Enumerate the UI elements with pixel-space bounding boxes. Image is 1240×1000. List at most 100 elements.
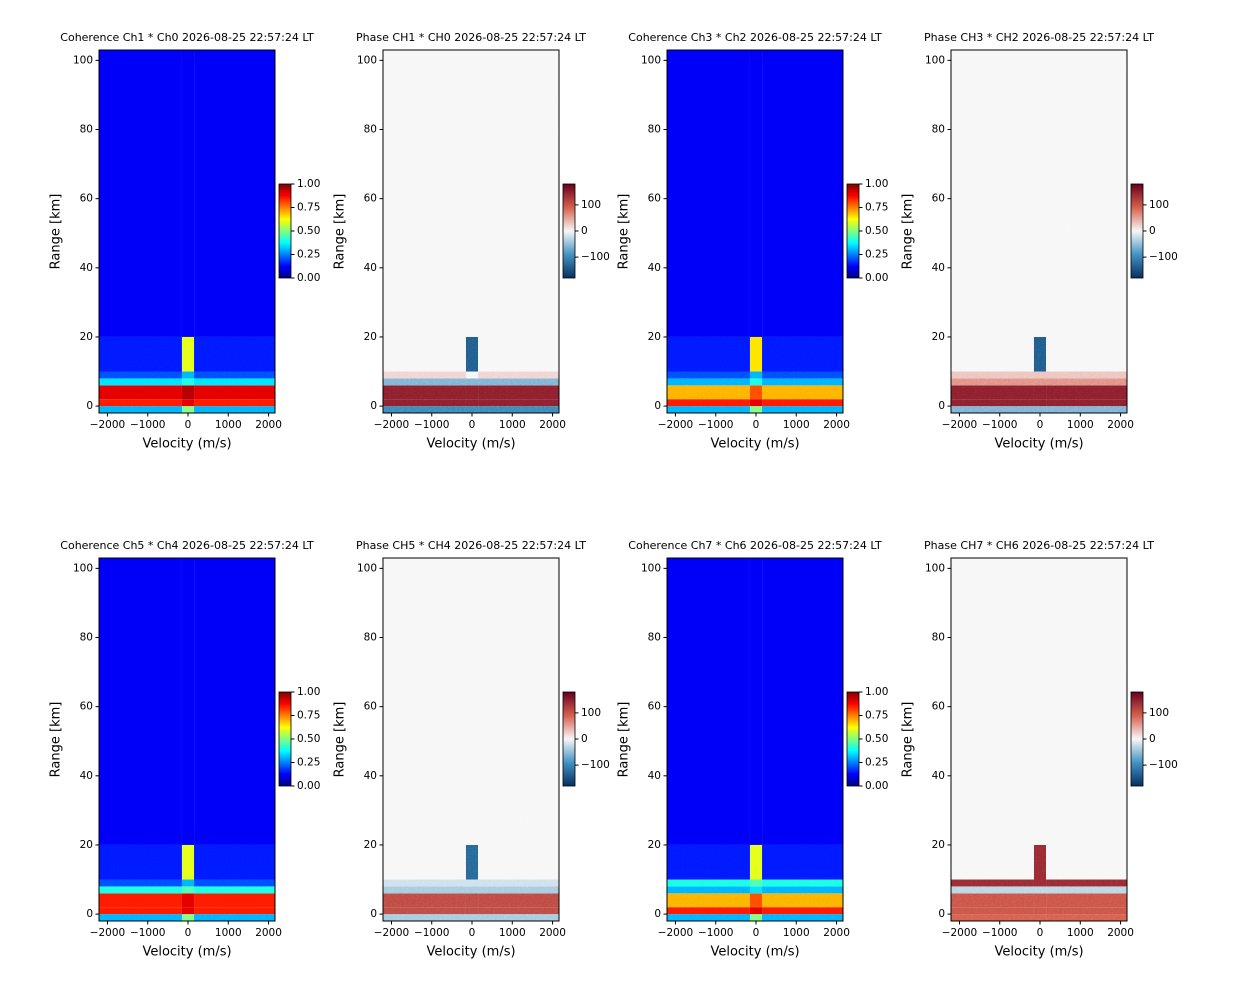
colorbar-tick-label: 0.00	[297, 272, 320, 284]
x-axis-label: Velocity (m/s)	[142, 437, 231, 452]
y-axis-label: Range [km]	[901, 702, 916, 778]
y-axis-label: Range [km]	[49, 702, 64, 778]
x-axis-label: Velocity (m/s)	[710, 945, 799, 960]
y-tick-label: 0	[370, 908, 377, 920]
noise-texture	[667, 558, 843, 921]
y-tick-label: 0	[370, 400, 377, 412]
colorbar-tick-label: 1.00	[865, 686, 888, 698]
x-tick-label: −2000	[942, 927, 978, 939]
y-tick-label: 80	[648, 124, 661, 136]
x-axis-label: Velocity (m/s)	[994, 437, 1083, 452]
colorbar-tick-label: 0.25	[865, 249, 888, 261]
y-tick-label: 20	[648, 331, 661, 343]
colorbar-tick-label: 0.75	[297, 202, 320, 214]
x-tick-label: −1000	[698, 927, 734, 939]
x-tick-label: −2000	[374, 927, 410, 939]
x-tick-label: 0	[185, 419, 192, 431]
y-tick-label: 80	[932, 124, 945, 136]
y-tick-label: 40	[648, 262, 661, 274]
y-tick-label: 100	[73, 54, 93, 66]
noise-texture	[667, 50, 843, 413]
colorbar-tick-label: 0	[1149, 733, 1156, 745]
x-tick-label: 1000	[215, 419, 242, 431]
colorbar	[846, 691, 860, 787]
y-tick-label: 40	[80, 770, 93, 782]
y-tick-label: 60	[80, 701, 93, 713]
y-tick-label: 40	[932, 262, 945, 274]
colorbar	[562, 691, 576, 787]
colorbar-tick-label: 0.50	[865, 225, 888, 237]
x-tick-label: −1000	[982, 419, 1018, 431]
colorbar-tick-label: 100	[1149, 707, 1169, 719]
x-axis-label: Velocity (m/s)	[710, 437, 799, 452]
x-tick-label: 1000	[499, 927, 526, 939]
chart-title: Phase CH3 * CH2 2026-08-25 22:57:24 LT	[924, 31, 1154, 44]
colorbar-tick-label: 0.50	[297, 225, 320, 237]
axes-frame	[950, 557, 1128, 922]
colorbar-tick-label: 0.00	[865, 272, 888, 284]
colorbar	[846, 183, 860, 279]
y-tick-label: 20	[80, 331, 93, 343]
x-tick-label: −1000	[982, 927, 1018, 939]
colorbar	[562, 183, 576, 279]
x-axis-label: Velocity (m/s)	[142, 945, 231, 960]
y-tick-label: 20	[364, 331, 377, 343]
x-tick-label: −2000	[90, 419, 126, 431]
y-tick-label: 20	[648, 839, 661, 851]
noise-texture	[383, 50, 559, 413]
colorbar-tick-label: 100	[581, 707, 601, 719]
x-tick-label: 0	[469, 419, 476, 431]
chart-title: Coherence Ch7 * Ch6 2026-08-25 22:57:24 …	[628, 539, 882, 552]
x-tick-label: 1000	[1067, 927, 1094, 939]
axes-frame	[382, 49, 560, 414]
x-tick-label: −2000	[90, 927, 126, 939]
noise-texture	[99, 50, 275, 413]
x-tick-label: 2000	[1107, 419, 1134, 431]
y-tick-label: 40	[932, 770, 945, 782]
colorbar-tick-label: 0.75	[865, 710, 888, 722]
x-tick-label: 2000	[255, 419, 282, 431]
x-axis-label: Velocity (m/s)	[426, 437, 515, 452]
chart-title: Coherence Ch5 * Ch4 2026-08-25 22:57:24 …	[60, 539, 314, 552]
y-tick-label: 100	[641, 562, 661, 574]
panel: −2000 −1000 0 1000 2000 0 20 40 60 80 100 Coherence…	[49, 539, 321, 960]
axes-frame	[666, 557, 844, 922]
y-tick-label: 80	[80, 124, 93, 136]
y-tick-label: 80	[932, 632, 945, 644]
x-tick-label: −1000	[130, 419, 166, 431]
x-tick-label: 0	[1037, 927, 1044, 939]
y-tick-label: 100	[641, 54, 661, 66]
y-tick-label: 60	[932, 193, 945, 205]
colorbar	[278, 691, 292, 787]
colorbar-tick-label: −100	[1149, 759, 1178, 771]
y-axis-label: Range [km]	[333, 702, 348, 778]
colorbar-tick-label: 0.25	[297, 757, 320, 769]
x-tick-label: 0	[469, 927, 476, 939]
y-tick-label: 0	[654, 908, 661, 920]
colorbar-tick-label: 0	[581, 225, 588, 237]
x-tick-label: 0	[753, 927, 760, 939]
x-tick-label: 0	[185, 927, 192, 939]
y-tick-label: 80	[648, 632, 661, 644]
y-tick-label: 40	[364, 262, 377, 274]
colorbar-tick-label: 1.00	[297, 178, 320, 190]
x-tick-label: 2000	[255, 927, 282, 939]
x-tick-label: 2000	[823, 419, 850, 431]
colorbar-tick-label: 0.75	[297, 710, 320, 722]
panel: −2000 −1000 0 1000 2000 0 20 40 60 80 100 Coherence…	[617, 539, 889, 960]
noise-texture	[383, 558, 559, 921]
chart-title: Phase CH5 * CH4 2026-08-25 22:57:24 LT	[356, 539, 586, 552]
colorbar-tick-label: 0.25	[865, 757, 888, 769]
y-tick-label: 80	[80, 632, 93, 644]
panel: −2000 −1000 0 1000 2000 0 20 40 60 80 100 Coherence…	[49, 31, 321, 452]
colorbar	[278, 183, 292, 279]
noise-texture	[951, 50, 1127, 413]
colorbar-tick-label: −100	[1149, 251, 1178, 263]
y-tick-label: 0	[938, 908, 945, 920]
colorbar-tick-label: 1.00	[297, 686, 320, 698]
x-tick-label: 2000	[823, 927, 850, 939]
y-tick-label: 80	[364, 632, 377, 644]
y-axis-label: Range [km]	[901, 194, 916, 270]
y-tick-label: 60	[648, 701, 661, 713]
